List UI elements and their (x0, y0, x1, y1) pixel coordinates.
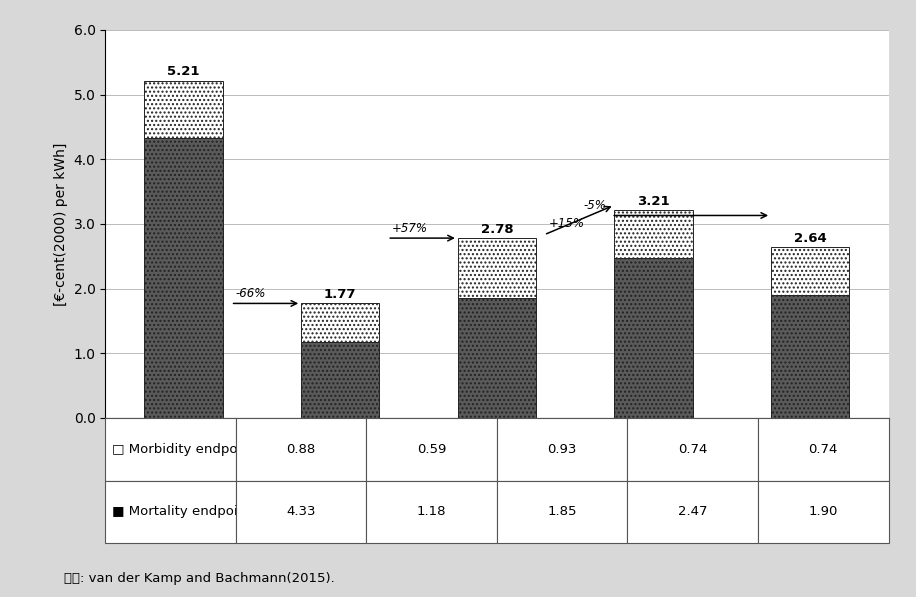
Text: 3.21: 3.21 (638, 195, 670, 208)
Text: +15%: +15% (549, 217, 584, 230)
Bar (301, 341, 379, 418)
Text: -5%: -5% (583, 199, 606, 211)
Bar (771, 295, 849, 418)
Text: 1.77: 1.77 (324, 288, 356, 301)
Bar (145, 81, 223, 138)
Text: 자료: van der Kamp and Bachmann(2015).: 자료: van der Kamp and Bachmann(2015). (64, 572, 335, 585)
Text: -66%: -66% (235, 287, 266, 300)
Bar (771, 247, 849, 295)
Text: 2.64: 2.64 (794, 232, 826, 245)
Bar (145, 138, 223, 418)
Y-axis label: [€-cent(2000) per kWh]: [€-cent(2000) per kWh] (54, 142, 68, 306)
Bar (458, 238, 536, 298)
Bar (458, 298, 536, 418)
Text: 2.78: 2.78 (481, 223, 513, 236)
Bar (615, 210, 692, 258)
Text: +57%: +57% (392, 222, 428, 235)
Bar (301, 303, 379, 341)
Bar (615, 258, 692, 418)
Text: 5.21: 5.21 (168, 65, 200, 78)
